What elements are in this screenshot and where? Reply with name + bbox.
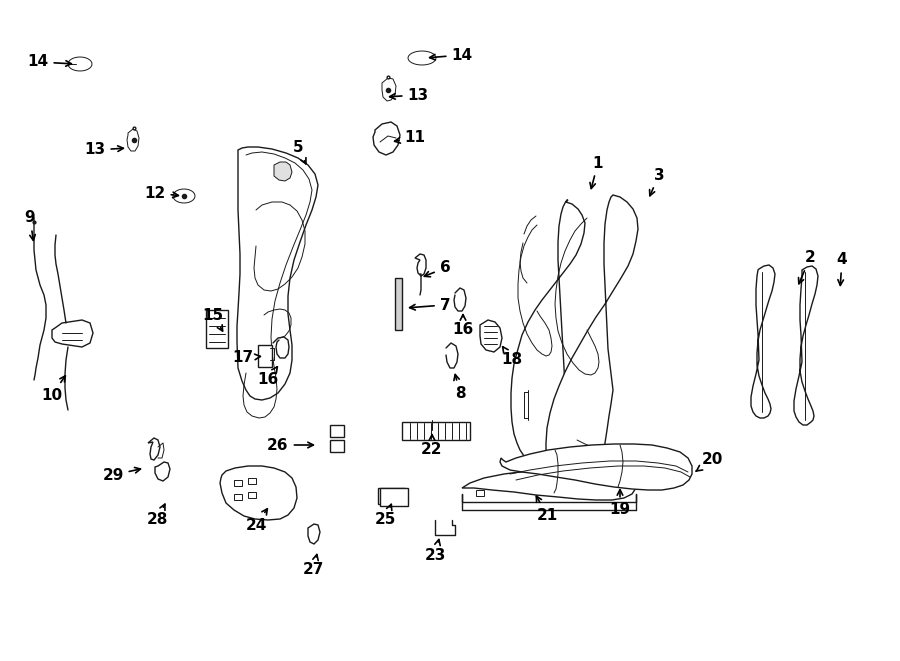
Text: 23: 23 [424, 539, 446, 563]
Text: 8: 8 [454, 375, 465, 401]
Text: 1: 1 [590, 155, 603, 188]
Text: 24: 24 [246, 509, 267, 533]
Text: 18: 18 [501, 346, 523, 368]
Bar [330, 440, 344, 452]
Bar [206, 310, 228, 348]
Bar [234, 494, 242, 500]
Bar [258, 345, 272, 367]
Text: 13: 13 [390, 87, 428, 102]
Polygon shape [794, 266, 818, 425]
Text: 15: 15 [202, 307, 223, 331]
Polygon shape [274, 162, 292, 181]
Text: 16: 16 [453, 315, 473, 338]
Text: 22: 22 [421, 435, 443, 457]
Polygon shape [382, 78, 396, 101]
Bar [234, 480, 242, 486]
Text: 16: 16 [257, 367, 279, 387]
Text: 14: 14 [429, 48, 472, 63]
Polygon shape [511, 200, 585, 466]
Polygon shape [308, 524, 320, 544]
Polygon shape [155, 462, 170, 481]
Polygon shape [408, 51, 436, 65]
Polygon shape [500, 444, 692, 490]
Polygon shape [395, 278, 402, 330]
Text: 7: 7 [410, 297, 450, 313]
Text: 9: 9 [24, 210, 35, 241]
Text: 5: 5 [292, 141, 306, 164]
Text: 26: 26 [267, 438, 313, 453]
Polygon shape [237, 147, 318, 400]
Text: 28: 28 [147, 504, 167, 527]
Text: 17: 17 [232, 350, 260, 366]
Polygon shape [378, 488, 405, 504]
Text: 6: 6 [424, 260, 450, 277]
Text: 3: 3 [650, 167, 664, 196]
Text: 13: 13 [85, 143, 123, 157]
Text: 14: 14 [27, 54, 71, 69]
Bar [330, 425, 344, 437]
Polygon shape [415, 254, 426, 276]
Bar [248, 492, 256, 498]
Polygon shape [68, 57, 92, 71]
Text: 20: 20 [696, 453, 723, 471]
Polygon shape [751, 265, 775, 418]
Text: 2: 2 [798, 251, 815, 284]
Text: 25: 25 [374, 504, 396, 527]
Text: 11: 11 [394, 130, 426, 145]
Polygon shape [148, 438, 160, 460]
Polygon shape [220, 466, 297, 520]
Polygon shape [480, 320, 502, 352]
Text: 21: 21 [536, 496, 558, 522]
Text: 19: 19 [609, 490, 631, 518]
Text: 10: 10 [41, 376, 66, 403]
Polygon shape [127, 129, 139, 151]
Text: 29: 29 [103, 467, 140, 483]
Polygon shape [546, 195, 638, 495]
Bar [380, 488, 408, 506]
Polygon shape [402, 422, 470, 440]
Bar [248, 478, 256, 484]
Polygon shape [462, 468, 636, 500]
Text: 27: 27 [302, 555, 324, 578]
Polygon shape [373, 122, 400, 155]
Polygon shape [52, 320, 93, 347]
Text: 4: 4 [837, 253, 847, 286]
Polygon shape [173, 189, 195, 203]
Text: 12: 12 [144, 186, 178, 200]
